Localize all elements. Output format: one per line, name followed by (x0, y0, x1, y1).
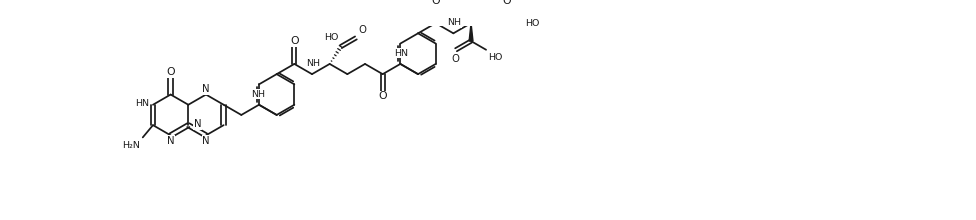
Text: O: O (431, 0, 440, 6)
Text: O: O (502, 0, 510, 6)
Text: N: N (202, 136, 210, 146)
Text: N: N (193, 119, 201, 129)
Text: NH: NH (447, 18, 461, 27)
Text: O: O (358, 25, 366, 35)
Text: N: N (202, 84, 210, 94)
Text: O: O (166, 67, 175, 77)
Text: HN: HN (394, 49, 408, 58)
Text: NH: NH (251, 90, 265, 99)
Text: H₂N: H₂N (122, 141, 140, 150)
Text: O: O (379, 91, 387, 101)
Text: O: O (290, 36, 299, 46)
Polygon shape (469, 23, 473, 41)
Text: HO: HO (525, 19, 540, 28)
Text: N: N (167, 136, 175, 146)
Text: NH: NH (305, 59, 320, 68)
Text: HO: HO (488, 53, 503, 62)
Text: O: O (451, 54, 460, 64)
Text: HO: HO (324, 33, 339, 42)
Text: HN: HN (135, 99, 149, 108)
